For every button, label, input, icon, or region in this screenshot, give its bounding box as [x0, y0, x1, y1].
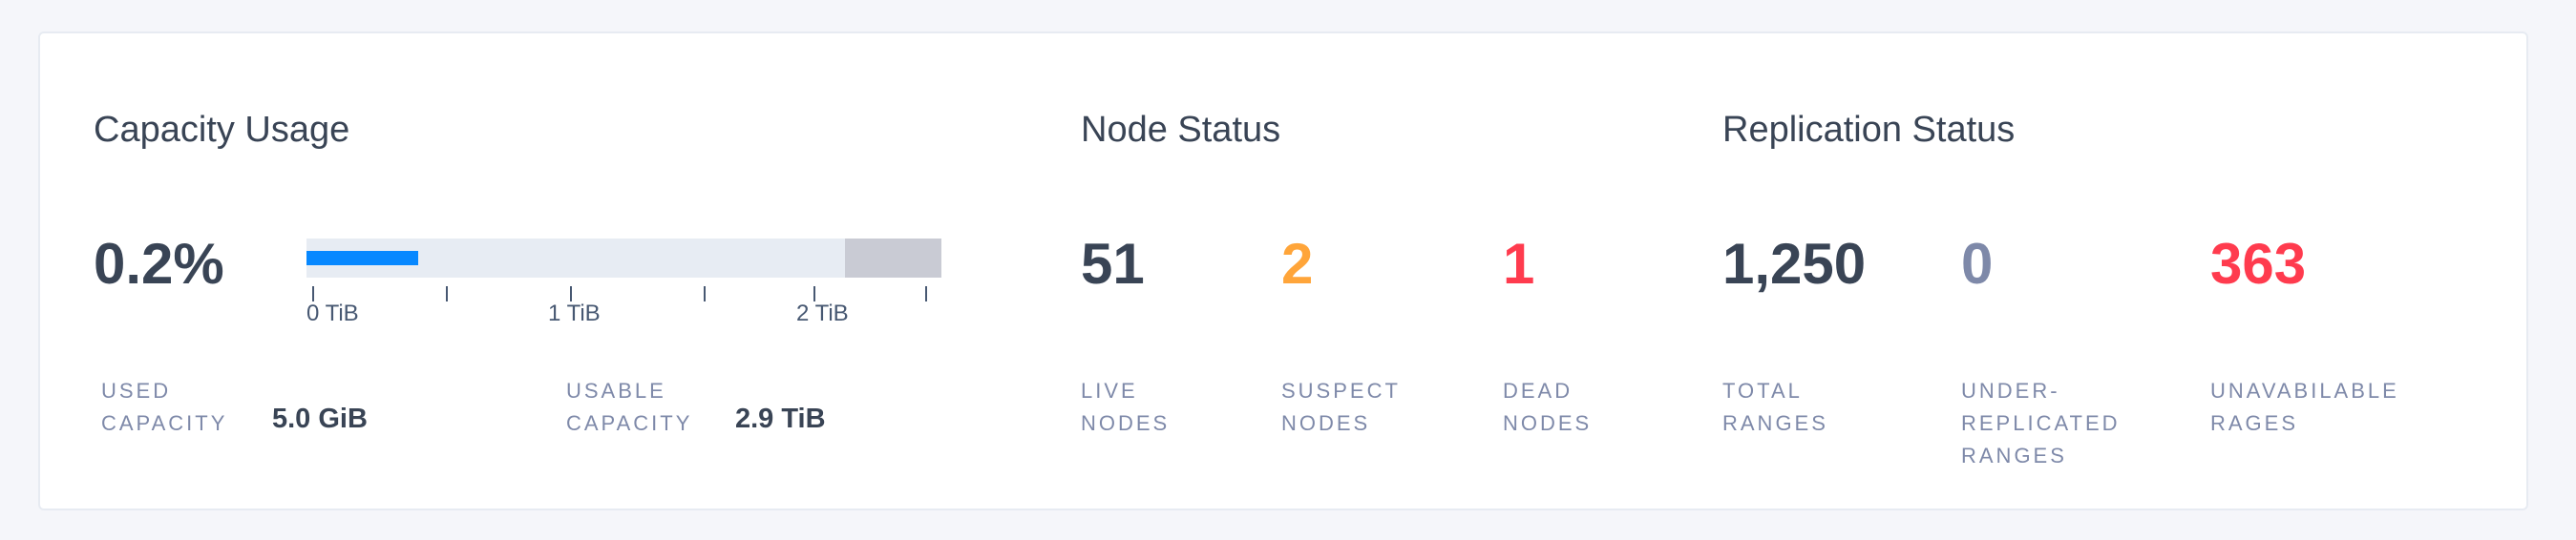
capacity-percent: 0.2% — [94, 232, 224, 296]
total-ranges-label: Total Ranges — [1722, 379, 1828, 435]
dead-nodes-label: Dead Nodes — [1503, 379, 1593, 435]
used-capacity-value: 5.0 GiB — [272, 404, 368, 434]
axis-tick — [446, 286, 448, 301]
capacity-bar-unavailable — [845, 239, 941, 278]
axis-label: 2 TiB — [796, 301, 849, 326]
replication-status-title: Replication Status — [1722, 110, 2016, 150]
suspect-nodes-value: 2 — [1281, 232, 1314, 296]
usable-capacity-label: Usable Capacity — [566, 379, 693, 435]
capacity-bar-used — [306, 251, 418, 265]
usable-capacity-value: 2.9 TiB — [735, 404, 826, 434]
capacity-usage-title: Capacity Usage — [94, 110, 350, 150]
axis-label: 0 TiB — [306, 301, 359, 326]
cluster-summary-card: Capacity Usage 0.2% 0 TiB 1 TiB 2 TiB Us… — [38, 31, 2528, 510]
live-nodes-value: 51 — [1081, 232, 1145, 296]
axis-label: 1 TiB — [548, 301, 601, 326]
dead-nodes-value: 1 — [1503, 232, 1535, 296]
axis-tick — [704, 286, 706, 301]
total-ranges-value: 1,250 — [1722, 232, 1867, 296]
axis-tick — [570, 286, 572, 301]
used-capacity-label: Used Capacity — [101, 379, 228, 435]
axis-tick — [312, 286, 314, 301]
unavailable-ranges-label: Unavabilable Rages — [2210, 379, 2399, 435]
unavailable-ranges-value: 363 — [2210, 232, 2307, 296]
live-nodes-label: Live Nodes — [1081, 379, 1171, 435]
node-status-title: Node Status — [1081, 110, 1281, 150]
suspect-nodes-label: Suspect Nodes — [1281, 379, 1401, 435]
under-replicated-value: 0 — [1961, 232, 1994, 296]
under-replicated-label: Under-replicated Ranges — [1961, 379, 2121, 467]
capacity-bar — [306, 239, 941, 278]
axis-tick — [813, 286, 815, 301]
axis-tick — [925, 286, 927, 301]
